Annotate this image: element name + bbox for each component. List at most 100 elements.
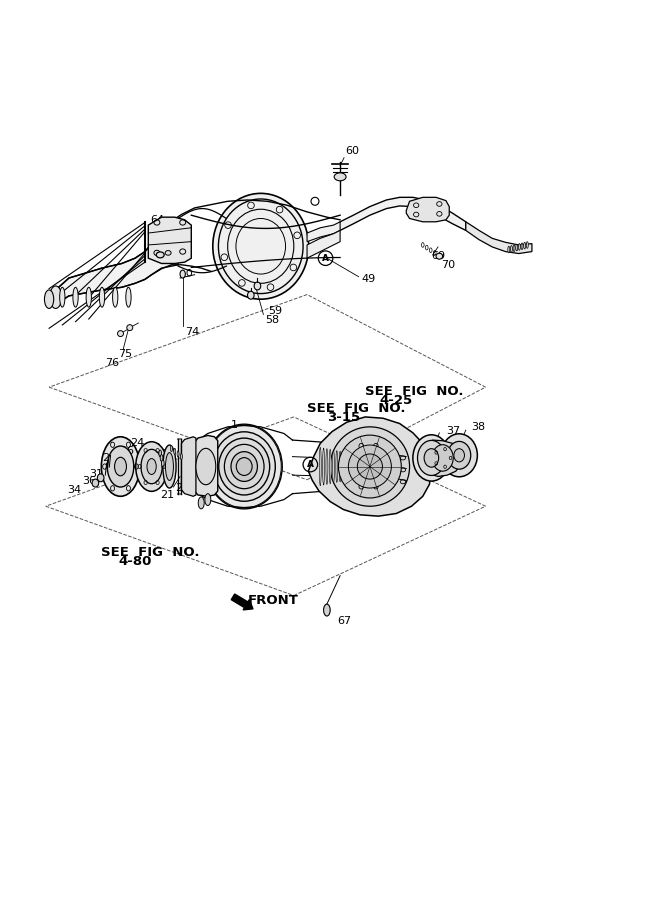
Text: 76: 76 — [105, 358, 119, 368]
Ellipse shape — [213, 194, 309, 299]
Text: 70: 70 — [441, 260, 455, 271]
Text: 16: 16 — [121, 446, 135, 455]
Ellipse shape — [319, 447, 321, 486]
Text: 74: 74 — [185, 328, 199, 338]
Ellipse shape — [165, 250, 171, 256]
Ellipse shape — [45, 290, 54, 309]
Ellipse shape — [356, 454, 358, 479]
Ellipse shape — [356, 446, 381, 486]
Ellipse shape — [448, 441, 471, 469]
Ellipse shape — [454, 449, 464, 462]
Text: SEE  FIG  NO.: SEE FIG NO. — [366, 385, 464, 399]
Ellipse shape — [205, 494, 211, 506]
Text: 9: 9 — [382, 460, 390, 470]
Ellipse shape — [165, 453, 173, 481]
Ellipse shape — [141, 449, 162, 483]
Ellipse shape — [231, 452, 257, 482]
Text: 20: 20 — [175, 483, 189, 493]
Polygon shape — [466, 221, 532, 254]
Ellipse shape — [508, 247, 510, 253]
Ellipse shape — [224, 445, 264, 489]
Ellipse shape — [160, 454, 163, 461]
Text: 58: 58 — [265, 315, 279, 326]
Ellipse shape — [163, 445, 176, 488]
Text: 4-80: 4-80 — [119, 554, 152, 568]
Text: 4-25: 4-25 — [380, 394, 413, 407]
Polygon shape — [422, 440, 462, 476]
Ellipse shape — [432, 445, 453, 472]
Ellipse shape — [180, 270, 185, 278]
Ellipse shape — [206, 424, 282, 508]
Text: 2: 2 — [153, 443, 161, 453]
Ellipse shape — [358, 454, 382, 479]
Polygon shape — [55, 233, 180, 304]
Ellipse shape — [418, 440, 446, 475]
Text: 1: 1 — [231, 420, 238, 430]
Ellipse shape — [510, 246, 512, 252]
Ellipse shape — [329, 449, 331, 483]
Text: A: A — [307, 460, 314, 469]
Polygon shape — [307, 230, 340, 258]
Ellipse shape — [236, 457, 252, 475]
Ellipse shape — [513, 245, 515, 252]
Polygon shape — [181, 436, 196, 496]
Text: 38: 38 — [471, 422, 485, 432]
Ellipse shape — [174, 448, 175, 454]
Ellipse shape — [156, 252, 164, 258]
Polygon shape — [148, 217, 191, 264]
Ellipse shape — [115, 457, 127, 476]
Ellipse shape — [99, 287, 105, 307]
Polygon shape — [307, 221, 340, 241]
Ellipse shape — [334, 173, 346, 181]
Ellipse shape — [518, 244, 520, 250]
Ellipse shape — [323, 448, 325, 485]
Text: 63: 63 — [147, 224, 161, 234]
Ellipse shape — [126, 287, 131, 307]
Polygon shape — [330, 197, 466, 233]
Ellipse shape — [436, 253, 443, 259]
Ellipse shape — [219, 438, 269, 495]
Ellipse shape — [424, 449, 439, 467]
Ellipse shape — [86, 287, 91, 307]
Ellipse shape — [339, 451, 341, 482]
Text: 3-15: 3-15 — [327, 411, 360, 424]
Ellipse shape — [127, 325, 133, 330]
Text: 21: 21 — [160, 490, 174, 500]
Ellipse shape — [336, 451, 338, 482]
Ellipse shape — [107, 446, 134, 487]
Ellipse shape — [117, 330, 123, 337]
Text: FRONT: FRONT — [247, 594, 298, 608]
Ellipse shape — [524, 242, 526, 249]
Text: 36: 36 — [82, 476, 96, 486]
Ellipse shape — [352, 454, 354, 479]
Text: 69: 69 — [432, 251, 446, 261]
Ellipse shape — [323, 604, 330, 616]
Ellipse shape — [147, 459, 156, 474]
Ellipse shape — [330, 427, 410, 506]
Ellipse shape — [342, 452, 344, 482]
Text: 31: 31 — [89, 469, 103, 479]
Text: 60: 60 — [346, 146, 360, 156]
Text: 59: 59 — [269, 306, 283, 316]
Ellipse shape — [333, 450, 334, 483]
Ellipse shape — [348, 445, 392, 488]
Ellipse shape — [50, 286, 61, 309]
Text: SEE  FIG  NO.: SEE FIG NO. — [307, 402, 406, 416]
Ellipse shape — [326, 449, 328, 484]
Text: 37: 37 — [446, 427, 460, 436]
Text: 67: 67 — [338, 616, 352, 625]
Ellipse shape — [59, 287, 65, 307]
Text: 15: 15 — [191, 475, 205, 485]
Ellipse shape — [526, 241, 528, 248]
Ellipse shape — [196, 448, 215, 485]
Text: 24: 24 — [130, 438, 144, 448]
Ellipse shape — [338, 435, 402, 498]
Text: 8: 8 — [366, 470, 372, 480]
Ellipse shape — [135, 442, 167, 491]
FancyArrow shape — [231, 594, 253, 610]
Text: A: A — [322, 254, 329, 263]
Ellipse shape — [441, 434, 478, 477]
Ellipse shape — [177, 451, 179, 457]
Ellipse shape — [521, 243, 523, 249]
Ellipse shape — [254, 282, 261, 290]
